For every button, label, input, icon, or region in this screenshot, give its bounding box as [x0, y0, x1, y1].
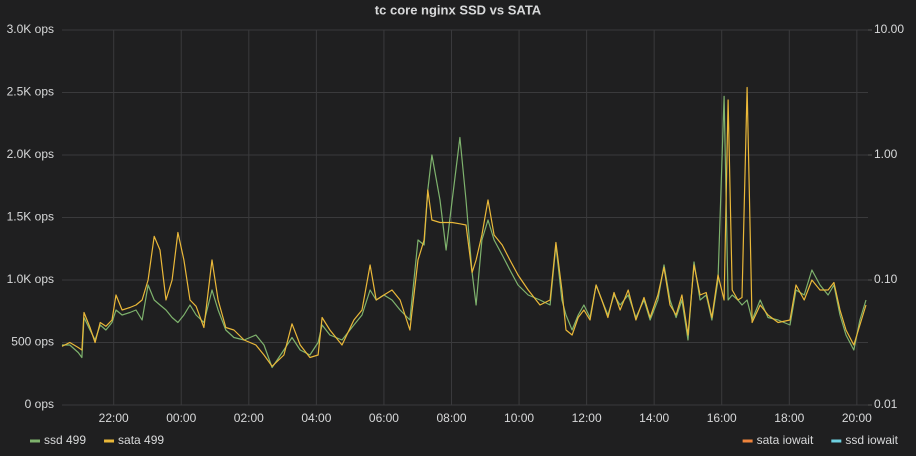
x-tick-label: 20:00 — [842, 411, 872, 425]
legend-label[interactable]: ssd 499 — [44, 433, 86, 447]
y2-tick-label: 0.10 — [874, 272, 898, 286]
chart-title: tc core nginx SSD vs SATA — [375, 2, 542, 17]
y-tick-label: 0 ops — [25, 397, 54, 411]
x-tick-label: 02:00 — [234, 411, 264, 425]
y2-tick-label: 0.01 — [874, 397, 898, 411]
x-tick-label: 08:00 — [436, 411, 466, 425]
x-tick-label: 22:00 — [99, 411, 129, 425]
y2-tick-label: 10.00 — [874, 22, 904, 36]
y-tick-label: 2.0K ops — [7, 147, 54, 161]
y-tick-label: 1.5K ops — [7, 210, 54, 224]
x-tick-label: 12:00 — [572, 411, 602, 425]
series-line — [62, 95, 867, 369]
x-tick-label: 18:00 — [774, 411, 804, 425]
x-tick-label: 06:00 — [369, 411, 399, 425]
y-tick-label: 500 ops — [11, 335, 54, 349]
series-line — [61, 86, 867, 367]
x-tick-label: 10:00 — [504, 411, 534, 425]
y-tick-label: 1.0K ops — [7, 272, 54, 286]
legend-label[interactable]: ssd iowait — [845, 433, 898, 447]
x-tick-label: 04:00 — [301, 411, 331, 425]
x-tick-label: 14:00 — [639, 411, 669, 425]
legend-label[interactable]: sata iowait — [757, 433, 814, 447]
y2-tick-label: 1.00 — [874, 147, 898, 161]
x-tick-label: 16:00 — [707, 411, 737, 425]
y-tick-label: 3.0K ops — [7, 22, 54, 36]
legend-label[interactable]: sata 499 — [118, 433, 164, 447]
y-tick-label: 2.5K ops — [7, 85, 54, 99]
x-tick-label: 00:00 — [166, 411, 196, 425]
